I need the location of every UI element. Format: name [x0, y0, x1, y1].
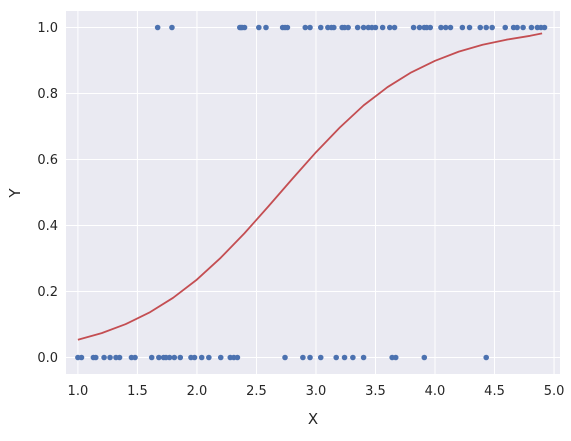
x-tick-label: 1.5	[127, 384, 148, 399]
scatter-point	[206, 354, 212, 361]
scatter-point	[528, 24, 535, 31]
y-tick-label: 0.6	[37, 153, 58, 168]
scatter-point	[92, 354, 99, 361]
data-marks	[75, 24, 548, 361]
x-tick-label: 3.5	[365, 384, 386, 399]
scatter-point	[483, 354, 489, 361]
y-axis-label: Y	[6, 188, 24, 199]
scatter-point	[379, 24, 386, 31]
scatter-point	[354, 24, 361, 31]
scatter-point	[116, 354, 123, 361]
scatter-point	[78, 354, 85, 361]
scatter-point	[442, 24, 449, 31]
scatter-point	[502, 24, 509, 31]
scatter-point	[284, 24, 291, 31]
x-tick-label: 5.0	[544, 384, 565, 399]
scatter-point	[360, 354, 367, 361]
scatter-point	[333, 354, 340, 361]
y-tick-label: 0.0	[37, 351, 58, 366]
scatter-point	[459, 24, 466, 31]
scatter-point	[256, 24, 262, 31]
scatter-point	[514, 24, 520, 31]
scatter-point	[282, 354, 288, 361]
scatter-point	[489, 24, 495, 31]
scatter-point	[331, 24, 337, 31]
scatter-point	[132, 354, 138, 361]
scatter-point	[447, 24, 454, 31]
x-tick-label: 2.5	[246, 384, 267, 399]
scatter-point	[234, 354, 241, 361]
scatter-point	[520, 24, 526, 31]
scatter-point	[483, 24, 489, 31]
scatter-point	[466, 24, 473, 31]
fitted-curve	[77, 32, 543, 341]
scatter-point	[416, 24, 423, 31]
scatter-point	[169, 24, 175, 31]
scatter-point	[156, 354, 162, 361]
x-axis-label: X	[308, 410, 318, 428]
scatter-point	[154, 24, 161, 31]
scatter-point	[300, 354, 306, 361]
scatter-point	[307, 354, 313, 361]
tick-labels: 1.0 1.5 2.0 2.5 3.0 3.5 4.0 4.5 5.0 0.0 0.2 0.4 0.6 0…	[37, 21, 564, 399]
scatter-point	[217, 354, 224, 361]
y-tick-label: 0.8	[37, 87, 58, 102]
scatter-point	[360, 24, 367, 31]
scatter-point	[421, 354, 428, 361]
scatter-point	[107, 354, 113, 361]
x-tick-label: 3.0	[306, 384, 327, 399]
scatter-point	[177, 354, 184, 361]
scatter-point	[302, 24, 309, 31]
scatter-point	[241, 24, 248, 31]
scatter-point	[477, 24, 484, 31]
scatter-point	[391, 24, 398, 31]
y-tick-label: 0.4	[37, 219, 58, 234]
scatter-point	[263, 24, 269, 31]
scatter-point	[171, 354, 178, 361]
scatter-point	[392, 354, 399, 361]
y-tick-label: 0.2	[37, 285, 58, 300]
x-tick-label: 1.0	[68, 384, 89, 399]
scatter-point	[350, 354, 356, 361]
scatter-point	[386, 24, 393, 31]
scatter-point	[341, 354, 348, 361]
x-tick-label: 2.0	[187, 384, 208, 399]
scatter-point	[148, 354, 155, 361]
grid	[66, 11, 560, 374]
scatter-point	[307, 24, 313, 31]
scatter-point	[541, 24, 548, 31]
scatter-point	[317, 24, 324, 31]
y-tick-label: 1.0	[37, 21, 58, 36]
scatter-point	[410, 24, 417, 31]
x-tick-label: 4.5	[484, 384, 505, 399]
scatter-point	[317, 354, 324, 361]
x-tick-label: 4.0	[425, 384, 446, 399]
plot-background	[66, 11, 560, 374]
scatter-point	[438, 24, 444, 31]
scatter-point	[191, 354, 198, 361]
scatter-point	[101, 354, 107, 361]
scatter-point	[166, 354, 173, 361]
scatter-point	[345, 24, 351, 31]
scatter-point	[372, 24, 379, 31]
scatter-point	[427, 24, 434, 31]
scatter-point	[198, 354, 205, 361]
